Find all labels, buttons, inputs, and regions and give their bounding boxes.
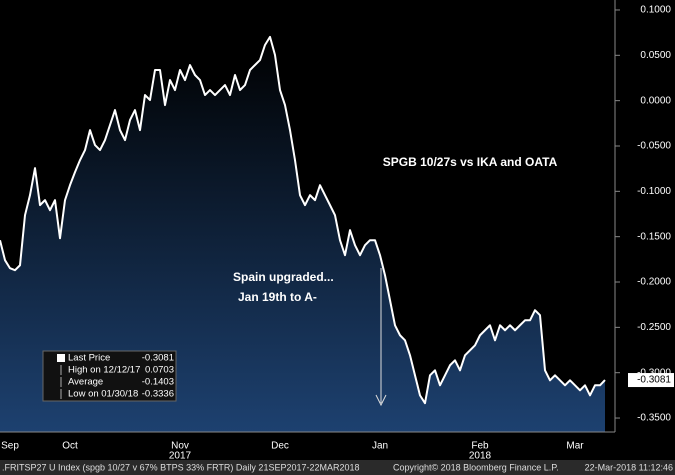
y-tick-label: 0.0500 xyxy=(640,50,671,61)
x-tick-label: Oct xyxy=(62,441,78,452)
y-tick-label: 0.1000 xyxy=(640,5,671,16)
legend-label: Last Price xyxy=(68,353,110,364)
footer-text: 22-Mar-2018 11:12:46 xyxy=(585,462,673,472)
legend-value: -0.3336 xyxy=(142,389,174,400)
footer-bar xyxy=(0,460,675,475)
legend-swatch xyxy=(57,354,65,362)
area-fill xyxy=(0,36,605,432)
y-tick-label: -0.1000 xyxy=(637,186,671,197)
legend-label: Low on 01/30/18 xyxy=(68,389,138,400)
legend-value: 0.0703 xyxy=(145,365,174,376)
price-line xyxy=(0,35,606,405)
x-tick-label: Mar xyxy=(566,441,584,452)
last-price-label: -0.3081 xyxy=(637,375,671,386)
y-tick-label: -0.2000 xyxy=(637,277,671,288)
annotation: Jan 19th to A- xyxy=(238,290,317,304)
y-tick-label: -0.3000 xyxy=(637,367,671,378)
footer-text: Copyright© 2018 Bloomberg Finance L.P. xyxy=(393,462,559,472)
legend-label: High on 12/12/17 xyxy=(68,365,140,376)
annotation: Spain upgraded... xyxy=(233,270,334,284)
last-price-tag xyxy=(628,373,674,388)
annotation: SPGB 10/27s vs IKA and OATA xyxy=(383,155,558,169)
legend-value: -0.3081 xyxy=(142,353,174,364)
x-tick-label: Sep xyxy=(1,441,19,452)
legend-label: Average xyxy=(68,377,103,388)
x-tick-label: Nov xyxy=(171,441,189,452)
x-tick-label: Feb xyxy=(471,441,489,452)
plot-area xyxy=(0,35,606,432)
y-tick-label: 0.0000 xyxy=(640,95,671,106)
legend-box xyxy=(42,350,177,402)
y-tick-label: -0.2500 xyxy=(637,322,671,333)
legend-value: -0.1403 xyxy=(142,377,174,388)
y-tick-label: -0.0500 xyxy=(637,141,671,152)
x-year-label: 2018 xyxy=(469,451,492,462)
footer-text: .FRITSP27 U Index (spgb 10/27 v 67% BTPS… xyxy=(2,462,360,472)
x-year-label: 2017 xyxy=(169,451,192,462)
arrow-head xyxy=(375,394,387,407)
y-tick-label: -0.3500 xyxy=(637,413,671,424)
y-tick-label: -0.1500 xyxy=(637,231,671,242)
x-tick-label: Jan xyxy=(372,441,388,452)
x-tick-label: Dec xyxy=(271,441,289,452)
